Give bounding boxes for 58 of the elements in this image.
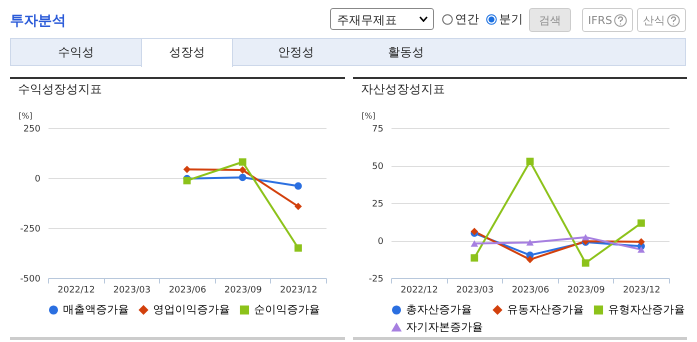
y-tick-label: 50 [372,162,384,172]
y-axis-title: [%] [18,112,32,120]
point [294,202,302,210]
legend-label: 유동자산증가율 [507,302,584,316]
text: 수익성 [57,44,95,61]
point [294,182,302,190]
legend-label: 영업이익증가율 [153,302,230,316]
point [582,234,590,240]
x-tick-label: 2023/06 [512,286,550,296]
chart-title: 자산성장성지표 [361,82,445,96]
x-tick-label: 2023/06 [168,286,206,296]
point [582,259,590,267]
y-tick-label: 250 [23,124,41,134]
text: 검색 [529,8,571,32]
point [238,158,246,166]
y-tick-label: -500 [20,274,41,284]
x-tick-label: 2023/12 [280,286,318,296]
legend-label: 자기자본증가율 [406,320,483,334]
y-tick-label: 0 [378,237,384,247]
x-tick-label: 2022/12 [400,286,438,296]
point [183,166,191,174]
point [470,254,478,262]
point [526,239,534,246]
text: 활동성 [387,44,425,61]
x-tick-label: 2023/09 [567,286,606,296]
point [637,219,645,227]
y-tick-label: 0 [34,174,41,184]
text: 성장성 [141,38,233,67]
point [470,240,478,247]
point [526,256,534,264]
point [526,158,534,166]
point [238,166,246,174]
x-tick-label: 2023/03 [456,286,494,296]
text: 투자분석 [10,12,66,30]
x-tick-label: 2022/12 [58,286,95,296]
legend-label: 유형자산증가율 [608,302,685,316]
x-tick-label: 2023/03 [113,286,151,296]
x-tick-label: 2023/09 [224,286,262,296]
legend-label: 순이익증가율 [254,302,320,316]
y-tick-label: 75 [372,124,384,134]
point [637,238,645,246]
y-tick-label: 25 [372,200,384,210]
y-tick-label: -25 [368,274,384,284]
text: 분기 [498,11,523,28]
text: 안정성 [277,44,315,61]
text: IFRS [582,8,634,32]
chart-title: 수익성장성지표 [18,82,102,96]
y-axis-title: [%] [362,112,376,120]
point [238,174,246,182]
y-tick-label: -250 [20,224,41,234]
text: 연간 [454,11,479,28]
legend-label: 매출액증가율 [63,302,129,316]
point [637,246,645,253]
point [294,244,302,252]
text: 산식 [637,8,686,32]
text: 주재무제표 [330,8,434,30]
legend-label: 총자산증가율 [406,302,472,316]
x-tick-label: 2023/12 [623,286,660,296]
